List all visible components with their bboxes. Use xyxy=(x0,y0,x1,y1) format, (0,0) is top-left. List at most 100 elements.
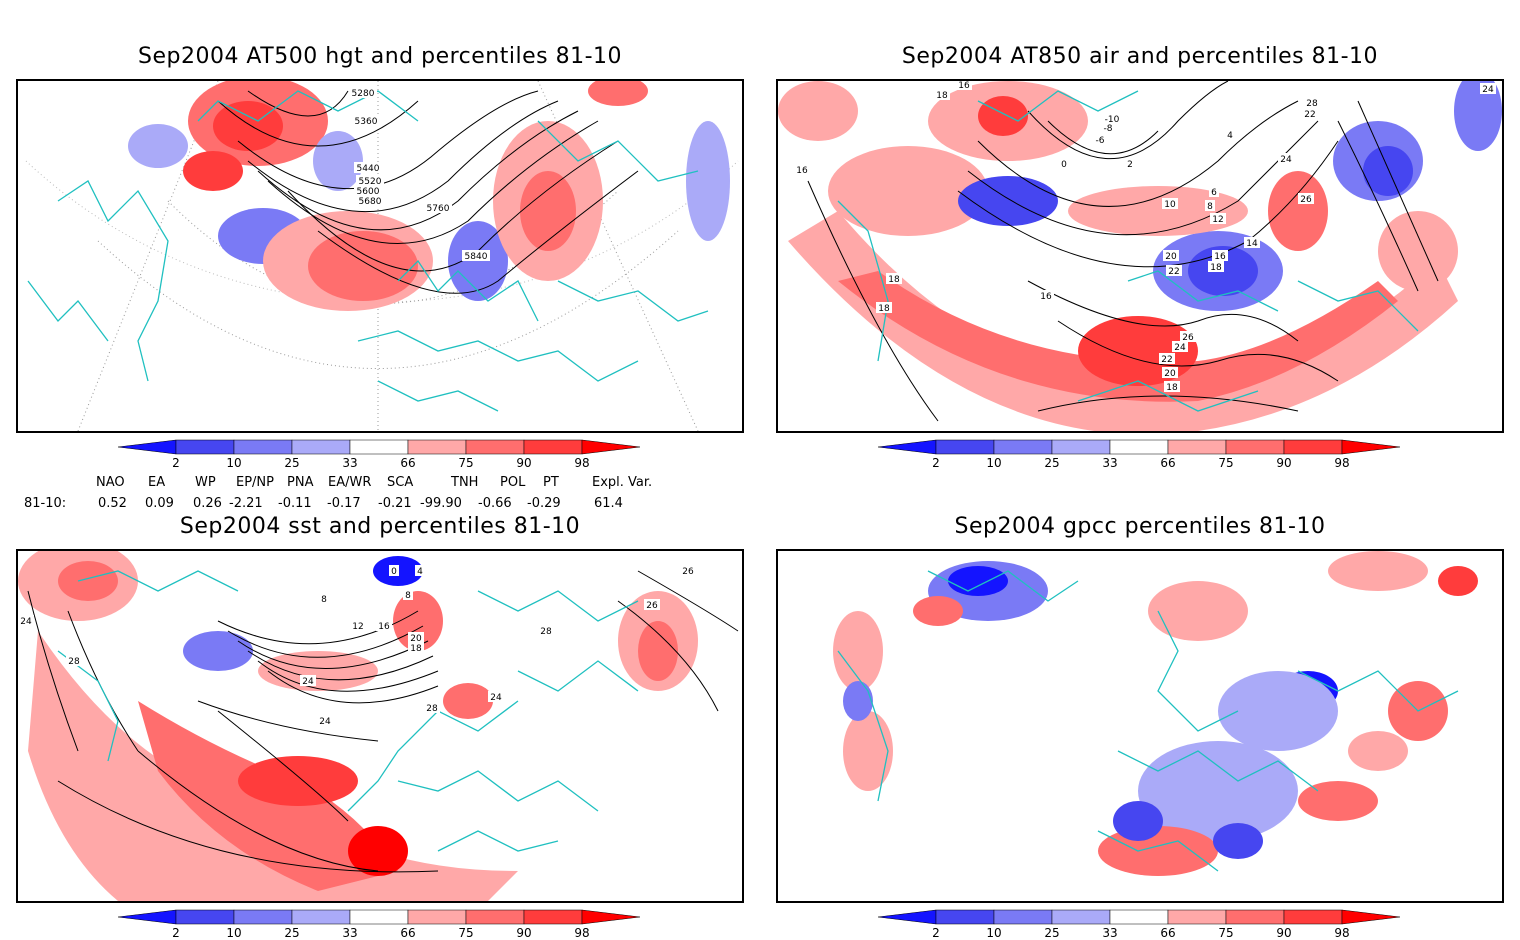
contour-label: 5280 xyxy=(349,87,377,99)
contour-label: 6 xyxy=(1209,186,1219,198)
anomaly-shading-gpcc xyxy=(833,551,1478,876)
coastlines-air xyxy=(837,90,1419,412)
contour-label: 18 xyxy=(934,89,950,101)
svg-text:22: 22 xyxy=(1168,267,1179,277)
svg-text:26: 26 xyxy=(682,567,694,577)
contour-label: 16 xyxy=(794,164,810,176)
tele-value: -0.66 xyxy=(478,496,512,511)
contour-label: 18 xyxy=(1208,261,1224,273)
contour-label: 18 xyxy=(1164,381,1180,393)
contour-label: 5600 xyxy=(354,185,382,197)
tele-header: PNA xyxy=(287,475,314,490)
tele-header: EP/NP xyxy=(236,475,274,490)
contour-label: 24 xyxy=(300,675,316,687)
coastlines-gpcc xyxy=(837,570,1459,872)
contour-label: 24 xyxy=(317,715,333,727)
svg-text:24: 24 xyxy=(1482,85,1494,95)
cbar-label: 10 xyxy=(986,456,1001,468)
svg-text:5760: 5760 xyxy=(427,204,450,214)
svg-text:22: 22 xyxy=(1161,355,1172,365)
cbar-label: 98 xyxy=(574,456,589,468)
contour-label: 0 xyxy=(1059,158,1069,170)
tele-value: -99.90 xyxy=(420,496,462,511)
svg-text:26: 26 xyxy=(1300,195,1312,205)
tele-row-label: 81-10: xyxy=(24,496,67,511)
cbar-label: 2 xyxy=(172,926,180,938)
contour-label: -8 xyxy=(1100,122,1116,134)
contour-label: 24 xyxy=(1172,341,1188,353)
anomaly-shading-sst xyxy=(18,551,698,901)
cbar-label: 75 xyxy=(1218,456,1233,468)
svg-text:24: 24 xyxy=(490,693,502,703)
cbar-label: 75 xyxy=(458,456,473,468)
contour-label: 26 xyxy=(1298,193,1314,205)
contour-label: 24 xyxy=(1278,153,1294,165)
colorbar-sst: 2 10 25 33 66 75 90 98 xyxy=(117,909,641,938)
svg-text:28: 28 xyxy=(1306,99,1318,109)
contour-label: 5520 xyxy=(356,175,384,187)
cbar-label: 2 xyxy=(932,456,940,468)
svg-text:0: 0 xyxy=(1061,160,1067,170)
svg-text:16: 16 xyxy=(378,622,390,632)
contour-label: 5440 xyxy=(354,162,382,174)
cbar-label: 98 xyxy=(1334,456,1349,468)
tele-value: 0.52 xyxy=(98,496,127,511)
tele-value: 0.09 xyxy=(145,496,174,511)
svg-text:28: 28 xyxy=(426,704,438,714)
contour-label: 14 xyxy=(1244,237,1260,249)
contour-label: 2 xyxy=(1125,158,1135,170)
cbar-label: 33 xyxy=(342,456,357,468)
tele-header: SCA xyxy=(387,475,414,490)
contour-label: 18 xyxy=(408,642,424,654)
panel-title-sst: Sep2004 sst and percentiles 81-10 xyxy=(179,514,581,539)
contour-label: -6 xyxy=(1092,134,1108,146)
svg-text:-10: -10 xyxy=(1105,115,1120,125)
tele-value: -0.21 xyxy=(378,496,412,511)
tele-header: EA/WR xyxy=(328,475,372,490)
svg-text:5280: 5280 xyxy=(352,89,375,99)
contour-label: 28 xyxy=(1304,97,1320,109)
contour-label: 22 xyxy=(1302,108,1318,120)
contour-label: 24 xyxy=(488,691,504,703)
contour-label: 16 xyxy=(376,620,392,632)
tele-value: 61.4 xyxy=(594,496,623,511)
contour-label: 12 xyxy=(350,620,366,632)
tele-header: EA xyxy=(148,475,166,490)
cbar-label: 98 xyxy=(1334,926,1349,938)
tele-value: -0.29 xyxy=(527,496,561,511)
cbar-label: 25 xyxy=(284,456,299,468)
cbar-label: 25 xyxy=(284,926,299,938)
svg-text:22: 22 xyxy=(1304,110,1315,120)
svg-text:18: 18 xyxy=(410,644,422,654)
contour-label: 28 xyxy=(424,702,440,714)
contour-label: 5680 xyxy=(356,195,384,207)
svg-text:8: 8 xyxy=(1207,202,1213,212)
svg-text:24: 24 xyxy=(20,617,32,627)
contour-label: 18 xyxy=(886,273,902,285)
contour-label: 24 xyxy=(18,615,34,627)
contour-label: 28 xyxy=(66,655,82,667)
svg-text:24: 24 xyxy=(1280,155,1292,165)
svg-text:4: 4 xyxy=(417,567,423,577)
contours-sst xyxy=(27,570,739,873)
svg-text:18: 18 xyxy=(1166,383,1178,393)
svg-text:18: 18 xyxy=(888,275,900,285)
tele-header: TNH xyxy=(451,475,479,490)
contour-label: 10 xyxy=(1162,198,1178,210)
contour-label: 26 xyxy=(1180,331,1196,343)
contour-label: 5840 xyxy=(462,250,490,262)
tele-value: -0.17 xyxy=(327,496,361,511)
cbar-label: 66 xyxy=(400,456,415,468)
cbar-label: 90 xyxy=(516,456,531,468)
cbar-label: 90 xyxy=(1276,456,1291,468)
cbar-label: 66 xyxy=(1160,926,1175,938)
svg-text:18: 18 xyxy=(1210,263,1222,273)
svg-text:16: 16 xyxy=(1214,252,1226,262)
map-panel-air: 16 18 -10 -8 -6 0 2 4 6 8 10 12 14 16 18 20 22 24 26 28 22 24… xyxy=(776,79,1504,433)
svg-text:28: 28 xyxy=(68,657,80,667)
tele-header: PT xyxy=(543,475,559,490)
cbar-label: 10 xyxy=(226,926,241,938)
cbar-label: 10 xyxy=(986,926,1001,938)
